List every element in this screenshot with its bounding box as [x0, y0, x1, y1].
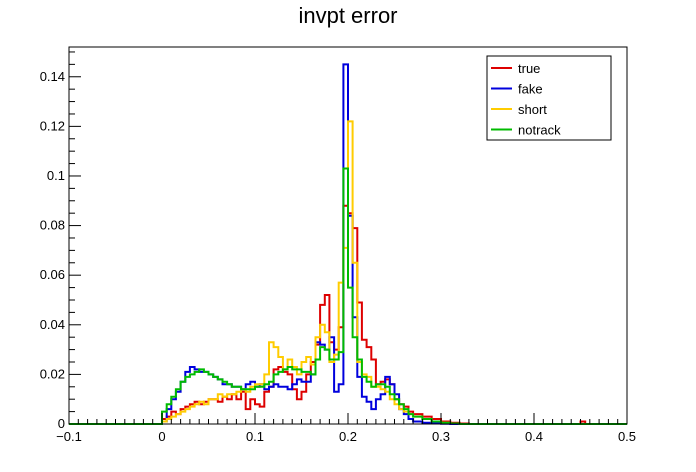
x-tick-label: 0.4 [525, 429, 543, 444]
x-tick-label: 0.2 [339, 429, 357, 444]
y-tick-label: 0.12 [40, 118, 65, 133]
x-tick-label: 0.3 [432, 429, 450, 444]
series-line-short [69, 120, 627, 425]
series-layer [69, 63, 627, 425]
x-tick-label: −0.1 [56, 429, 82, 444]
legend-label-fake: fake [518, 82, 543, 97]
y-tick-label: 0.04 [40, 317, 65, 332]
x-tick-label: 0.1 [246, 429, 264, 444]
legend-box [486, 55, 612, 141]
legend-label-notrack: notrack [518, 123, 561, 138]
legend: true fake short notrack [486, 55, 612, 141]
x-axis: −0.1 0 0.1 0.2 0.3 0.4 0.5 [56, 413, 636, 444]
legend-label-true: true [518, 61, 540, 76]
y-tick-label: 0.06 [40, 267, 65, 282]
chart-title: invpt error [298, 3, 397, 28]
legend-label-short: short [518, 102, 547, 117]
y-tick-label: 0.1 [47, 168, 65, 183]
y-tick-label: 0.14 [40, 69, 65, 84]
y-tick-label: 0.08 [40, 218, 65, 233]
x-tick-label: 0 [158, 429, 165, 444]
x-tick-label: 0.5 [618, 429, 636, 444]
y-tick-label: 0 [58, 416, 65, 431]
y-axis: 0 0.02 0.04 0.06 0.08 0.1 0.12 0.14 [40, 51, 81, 431]
y-tick-label: 0.02 [40, 366, 65, 381]
series-line-notrack [69, 167, 627, 425]
